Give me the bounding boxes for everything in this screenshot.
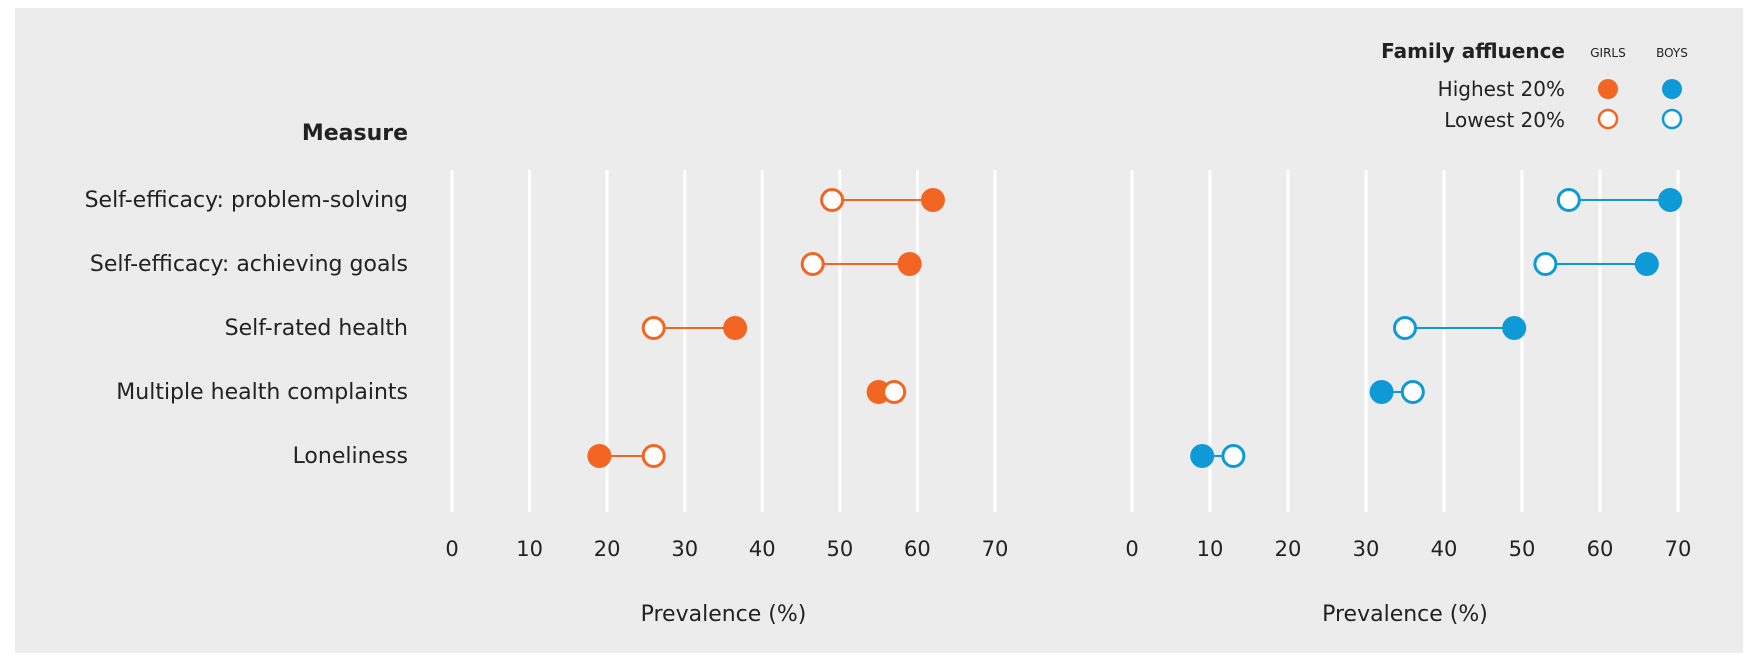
legend-row-highest: Highest 20%: [1438, 77, 1565, 101]
x-tick-label: 50: [826, 537, 853, 561]
point-lowest-20: [1393, 316, 1417, 340]
point-highest-20: [1190, 444, 1215, 468]
row-label: Self-efficacy: problem-solving: [85, 188, 408, 213]
x-tick-label: 0: [1125, 537, 1138, 561]
x-tick-label: 20: [1275, 537, 1302, 561]
x-tick-label: 10: [516, 537, 543, 561]
x-tick-label: 60: [1587, 537, 1614, 561]
legend-marker-open: [1597, 108, 1619, 130]
x-tick-label: 70: [1665, 537, 1692, 561]
row-labels: Measure Self-efficacy: problem-solving Se…: [85, 121, 408, 469]
data-marks: [587, 188, 1683, 468]
legend-marker-filled: [1598, 79, 1618, 99]
x-tick-label: 60: [904, 537, 931, 561]
x-tick-label: 0: [445, 537, 458, 561]
point-highest-20: [723, 316, 748, 340]
row-label: Loneliness: [293, 444, 408, 469]
legend-marker-open: [1661, 108, 1683, 130]
x-tick-label: 10: [1197, 537, 1224, 561]
point-highest-20: [1658, 188, 1683, 212]
legend-column-boys: BOYS: [1656, 46, 1688, 60]
point-lowest-20: [1400, 380, 1425, 404]
legend-column-girls: GIRLS: [1590, 46, 1625, 60]
x-tick-label: 70: [982, 537, 1009, 561]
legend-row-lowest: Lowest 20%: [1444, 108, 1565, 132]
point-highest-20: [587, 444, 612, 468]
point-lowest-20: [800, 252, 825, 276]
point-highest-20: [1634, 252, 1659, 276]
row-label: Multiple health complaints: [116, 380, 408, 405]
x-tick-label: 30: [671, 537, 698, 561]
point-highest-20: [920, 188, 945, 212]
point-lowest-20: [1533, 252, 1558, 276]
point-highest-20: [1502, 316, 1527, 340]
x-tick-label: 50: [1509, 537, 1536, 561]
x-axis-label: Prevalence (%): [641, 602, 807, 627]
legend-title: Family affluence: [1381, 39, 1565, 63]
chart-background: [15, 8, 1743, 653]
row-label: Self-efficacy: achieving goals: [90, 252, 408, 277]
x-tick-label: 30: [1353, 537, 1380, 561]
point-lowest-20: [1556, 188, 1581, 212]
row-label: Self-rated health: [225, 316, 408, 341]
point-highest-20: [897, 252, 922, 276]
point-lowest-20: [1221, 444, 1246, 468]
x-tick-label: 20: [594, 537, 621, 561]
x-tick-label: 40: [1431, 537, 1458, 561]
x-tick-label: 40: [749, 537, 776, 561]
point-lowest-20: [882, 380, 907, 404]
legend: Family affluence GIRLS BOYS Highest 20% …: [1381, 39, 1688, 132]
point-lowest-20: [641, 316, 666, 340]
point-lowest-20: [820, 188, 845, 212]
point-lowest-20: [641, 444, 666, 468]
legend-marker-filled: [1662, 79, 1682, 99]
x-axis-label: Prevalence (%): [1322, 602, 1488, 627]
x-axes: 0 10 20 30 40 50 60 70 Prevalence (%) 0 10 20 30 40 50…: [445, 537, 1691, 627]
point-highest-20: [1369, 380, 1394, 404]
measure-header: Measure: [302, 121, 408, 146]
